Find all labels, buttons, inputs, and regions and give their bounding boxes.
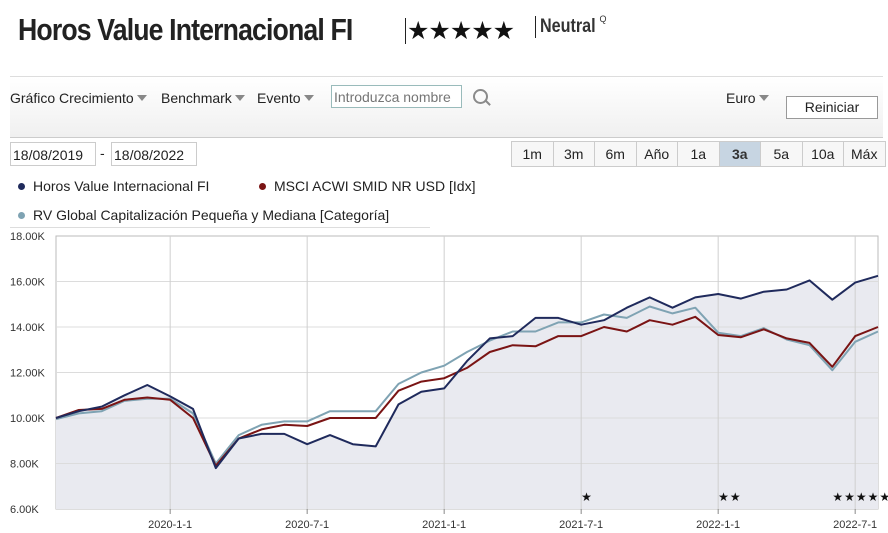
date-separator: - <box>100 145 105 161</box>
rating-event-marker: ★ <box>581 490 593 504</box>
x-tick-label: 2022-1-1 <box>696 519 740 531</box>
x-tick-label: 2021-7-1 <box>559 519 603 531</box>
morningstar-rating-stars: ★★★★★ <box>407 17 515 45</box>
chart-toolbar: Gráfico Crecimiento Benchmark Evento Eur… <box>10 76 883 138</box>
benchmark-menu-label: Benchmark <box>161 90 232 106</box>
y-tick-label: 16.00K <box>10 277 46 289</box>
chevron-down-icon <box>303 95 314 101</box>
period-button-año[interactable]: Año <box>635 142 677 166</box>
end-date-input[interactable]: 18/08/2022 <box>111 142 197 166</box>
growth-chart-menu-label: Gráfico Crecimiento <box>10 90 134 106</box>
reset-button[interactable]: Reiniciar <box>786 96 878 119</box>
page-header: Horos Value Internacional FI <box>18 8 468 52</box>
event-menu[interactable]: Evento <box>257 90 314 106</box>
chevron-down-icon <box>234 95 245 101</box>
growth-chart-menu[interactable]: Gráfico Crecimiento <box>10 90 147 106</box>
legend-label: Horos Value Internacional FI <box>33 178 210 194</box>
y-tick-label: 14.00K <box>10 322 46 334</box>
rating-event-marker: ★★ <box>718 490 742 504</box>
y-tick-label: 8.00K <box>10 459 39 471</box>
chevron-down-icon <box>136 95 147 101</box>
period-button-5a[interactable]: 5a <box>760 142 802 166</box>
currency-menu-label: Euro <box>726 90 756 106</box>
analyst-rating-separator <box>535 16 536 38</box>
y-tick-label: 10.00K <box>10 413 46 425</box>
currency-menu[interactable]: Euro <box>726 90 769 106</box>
period-button-10a[interactable]: 10a <box>801 142 843 166</box>
rating-event-marker: ★★★★★ <box>832 490 888 504</box>
chevron-down-icon <box>758 95 769 101</box>
benchmark-menu[interactable]: Benchmark <box>161 90 245 106</box>
legend-dot-benchmark <box>259 182 266 190</box>
period-button-6m[interactable]: 6m <box>594 142 636 166</box>
y-tick-label: 18.00K <box>10 231 46 243</box>
analyst-rating: Neutral Q <box>535 14 607 38</box>
legend-item-benchmark[interactable]: MSCI ACWI SMID NR USD [Idx] <box>259 178 475 194</box>
y-tick-label: 12.00K <box>10 368 46 380</box>
legend-item-fund[interactable]: Horos Value Internacional FI <box>18 178 209 194</box>
period-button-3m[interactable]: 3m <box>552 142 594 166</box>
search-input[interactable] <box>331 85 462 108</box>
event-menu-label: Evento <box>257 90 301 106</box>
legend-label: MSCI ACWI SMID NR USD [Idx] <box>274 178 476 194</box>
x-tick-label: 2022-7-1 <box>833 519 877 531</box>
series-line-fund <box>55 274 879 470</box>
x-tick-label: 2020-7-1 <box>285 519 329 531</box>
period-button-máx[interactable]: Máx <box>843 142 885 166</box>
y-tick-label: 6.00K <box>10 504 39 516</box>
fund-area-fill <box>56 275 878 509</box>
legend-item-category[interactable]: RV Global Capitalización Pequeña y Media… <box>18 207 389 223</box>
period-selector: 1m 3m 6m Año 1a 3a 5a 10a Máx <box>511 141 886 167</box>
series-line-benchmark <box>55 315 879 467</box>
search-icon[interactable] <box>473 89 488 104</box>
series-line-category <box>55 305 879 465</box>
x-tick-label: 2020-1-1 <box>148 519 192 531</box>
legend-dot-category <box>18 211 25 219</box>
title-separator <box>405 18 406 44</box>
legend-dot-fund <box>18 182 25 190</box>
fund-name: Horos Value Internacional FI <box>18 12 353 47</box>
legend-label: RV Global Capitalización Pequeña y Media… <box>33 207 390 223</box>
x-tick-label: 2021-1-1 <box>422 519 466 531</box>
period-button-1m[interactable]: 1m <box>512 142 553 166</box>
period-button-3a[interactable]: 3a <box>718 142 760 166</box>
plot-area <box>55 235 879 510</box>
analyst-rating-label: Neutral <box>540 16 596 37</box>
period-button-1a[interactable]: 1a <box>677 142 719 166</box>
legend-divider <box>10 227 430 228</box>
analyst-rating-mark: Q <box>599 14 607 24</box>
start-date-input[interactable]: 18/08/2019 <box>10 142 96 166</box>
